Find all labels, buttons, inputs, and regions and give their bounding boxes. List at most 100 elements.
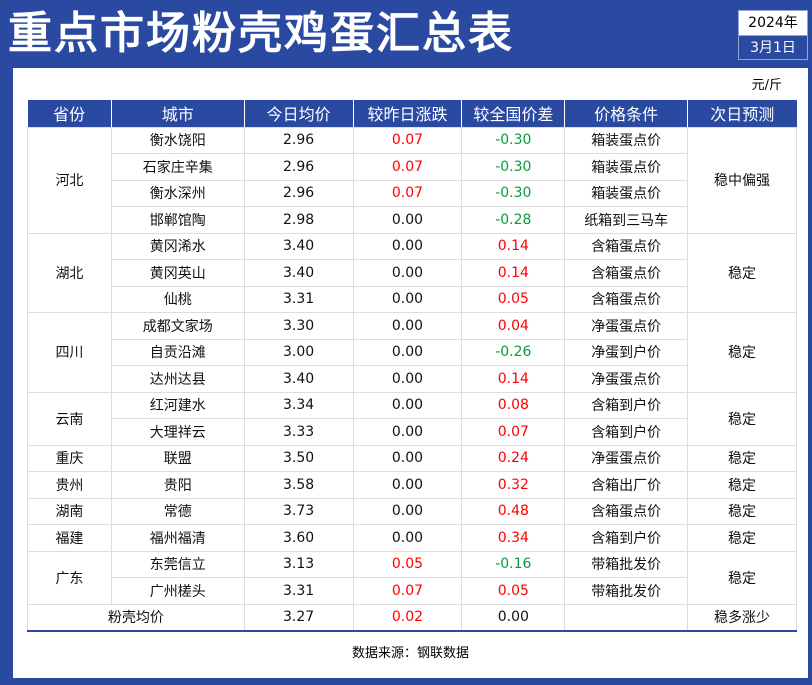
price-cell: 3.60 [243,524,354,552]
column-header: 省份 [27,100,112,127]
change-cell: 0.00 [352,444,463,472]
condition-cell: 含箱到户价 [564,524,689,552]
change-cell: 0.00 [352,206,463,234]
province-cell: 广东 [27,550,112,605]
diff-cell: 0.04 [461,312,566,340]
price-cell: 3.13 [243,550,354,578]
condition-cell: 含箱蛋点价 [564,259,689,287]
province-cell: 贵州 [27,471,112,499]
condition-cell: 含箱蛋点价 [564,285,689,313]
column-header: 较全国价差 [461,100,566,127]
condition-cell: 箱装蛋点价 [564,179,689,207]
table-row: 大理祥云 3.33 0.00 0.07 含箱到户价 [28,418,797,446]
total-change: 0.02 [352,603,463,632]
change-cell: 0.05 [352,550,463,578]
change-cell: 0.00 [352,418,463,446]
city-cell: 福州福清 [110,524,245,552]
table-row: 石家庄辛集 2.96 0.07 -0.30 箱装蛋点价 [28,153,797,181]
change-cell: 0.00 [352,471,463,499]
price-cell: 3.30 [243,312,354,340]
total-condition [564,603,689,632]
column-header: 价格条件 [564,100,689,127]
total-diff: 0.00 [461,603,566,632]
date-box: 2024年 3月1日 [738,10,808,60]
condition-cell: 净蛋蛋点价 [564,312,689,340]
change-cell: 0.00 [352,312,463,340]
condition-cell: 含箱蛋点价 [564,497,689,525]
table-row: 四川 成都文家场 3.30 0.00 0.04 净蛋蛋点价 稳定 [27,312,797,393]
column-header: 较昨日涨跌 [353,100,463,127]
price-cell: 3.73 [243,497,354,525]
price-cell: 3.40 [243,259,354,287]
table-row: 邯郸馆陶 2.98 0.00 -0.28 纸箱到三马车 [28,206,797,234]
price-table: 省份 城市 今日均价 较昨日涨跌 较全国价差 价格条件 次日预测 河北 衡水饶阳 2.96 0.0… [27,100,797,632]
forecast-cell: 稳定 [687,232,797,313]
diff-cell: 0.07 [461,418,566,446]
price-cell: 3.34 [243,391,354,419]
change-cell: 0.00 [352,338,463,366]
change-cell: 0.07 [352,577,463,605]
city-cell: 自贡沿滩 [110,338,245,366]
price-cell: 3.50 [243,444,354,472]
diff-cell: -0.30 [461,179,566,207]
forecast-cell: 稳定 [687,312,797,393]
unit-label: 元/斤 [751,78,782,93]
price-cell: 3.40 [243,365,354,393]
diff-cell: -0.30 [461,153,566,181]
city-cell: 成都文家场 [110,312,245,340]
condition-cell: 含箱出厂价 [564,471,689,499]
change-cell: 0.00 [352,524,463,552]
price-cell: 3.58 [243,471,354,499]
table-row: 河北 衡水饶阳 2.96 0.07 -0.30 箱装蛋点价 稳中偏强 [27,126,797,234]
diff-cell: 0.14 [461,259,566,287]
city-cell: 东莞信立 [110,550,245,578]
change-cell: 0.07 [352,153,463,181]
diff-cell: -0.30 [461,126,566,154]
province-cell: 河北 [27,126,112,234]
price-cell: 3.40 [243,232,354,260]
diff-cell: 0.05 [461,577,566,605]
column-header: 城市 [111,100,245,127]
table-row: 广东 东莞信立 3.13 0.05 -0.16 带箱批发价 稳定 [27,550,797,605]
diff-cell: -0.26 [461,338,566,366]
city-cell: 贵阳 [110,471,245,499]
condition-cell: 净蛋到户价 [564,338,689,366]
city-cell: 衡水深州 [110,179,245,207]
city-cell: 仙桃 [110,285,245,313]
change-cell: 0.00 [352,391,463,419]
province-cell: 四川 [27,312,112,393]
price-cell: 3.33 [243,418,354,446]
date-day: 3月1日 [739,35,807,59]
table-row: 衡水深州 2.96 0.07 -0.30 箱装蛋点价 [28,179,797,207]
city-cell: 石家庄辛集 [110,153,245,181]
city-cell: 红河建水 [110,391,245,419]
change-cell: 0.07 [352,126,463,154]
condition-cell: 含箱蛋点价 [564,232,689,260]
diff-cell: 0.14 [461,232,566,260]
table-row: 达州达县 3.40 0.00 0.14 净蛋蛋点价 [28,365,797,393]
city-cell: 黄冈英山 [110,259,245,287]
table-row: 云南 红河建水 3.34 0.00 0.08 含箱到户价 稳定 [27,391,797,446]
table-row: 重庆 联盟 3.50 0.00 0.24 净蛋蛋点价 稳定 [27,444,797,472]
province-cell: 云南 [27,391,112,446]
price-cell: 3.31 [243,577,354,605]
price-cell: 2.96 [243,179,354,207]
date-year: 2024年 [739,11,807,35]
forecast-cell: 稳定 [687,391,797,446]
condition-cell: 带箱批发价 [564,577,689,605]
diff-cell: -0.28 [461,206,566,234]
diff-cell: 0.34 [461,524,566,552]
table-row: 福建 福州福清 3.60 0.00 0.34 含箱到户价 稳定 [27,524,797,552]
change-cell: 0.00 [352,365,463,393]
table-row: 贵州 贵阳 3.58 0.00 0.32 含箱出厂价 稳定 [27,471,797,499]
total-row: 粉壳均价 3.27 0.02 0.00 稳多涨少 [27,603,797,632]
province-cell: 重庆 [27,444,112,472]
province-cell: 湖南 [27,497,112,525]
condition-cell: 箱装蛋点价 [564,126,689,154]
table-row: 自贡沿滩 3.00 0.00 -0.26 净蛋到户价 [28,338,797,366]
table-row: 广州槎头 3.31 0.07 0.05 带箱批发价 [28,577,797,605]
column-header: 次日预测 [687,100,797,127]
diff-cell: 0.32 [461,471,566,499]
city-cell: 邯郸馆陶 [110,206,245,234]
city-cell: 联盟 [110,444,245,472]
